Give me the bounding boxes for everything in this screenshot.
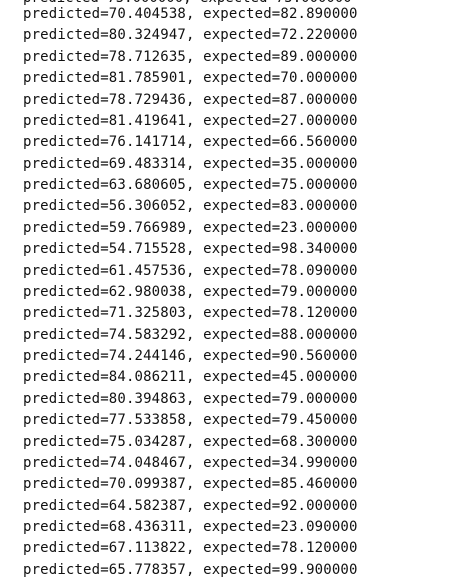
output-line: predicted=71.325803, expected=78.120000 <box>23 305 358 322</box>
output-line: predicted=61.457536, expected=78.090000 <box>23 262 358 279</box>
output-line: predicted=64.582387, expected=92.000000 <box>23 497 358 514</box>
output-line: predicted=56.306052, expected=83.000000 <box>23 198 358 215</box>
output-line: predicted=74.583292, expected=88.000000 <box>23 326 358 343</box>
output-line: predicted=62.980038, expected=79.000000 <box>23 283 358 300</box>
output-line: predicted=68.436311, expected=23.090000 <box>23 519 358 535</box>
output-line: predicted=70.099387, expected=85.460000 <box>23 476 358 493</box>
output-line: predicted=78.712635, expected=89.000000 <box>23 48 358 65</box>
output-line: predicted=59.766989, expected=23.000000 <box>23 219 358 236</box>
output-line: predicted=78.729436, expected=87.000000 <box>23 91 358 108</box>
output-line: predicted=74.048467, expected=34.990000 <box>23 454 358 471</box>
cut-off-output-line: predicted=75.000000, expected=75.000000 <box>23 0 352 8</box>
output-line: predicted=75.034287, expected=68.300000 <box>23 433 358 450</box>
output-line: predicted=80.394863, expected=79.000000 <box>23 390 358 407</box>
output-line: predicted=81.419641, expected=27.000000 <box>23 112 358 129</box>
output-line: predicted=67.113822, expected=78.120000 <box>23 540 358 557</box>
output-line: predicted=74.244146, expected=90.560000 <box>23 348 358 364</box>
output-lines: predicted=70.404538, expected=82.890000 … <box>23 4 358 578</box>
output-line: predicted=80.324947, expected=72.220000 <box>23 27 358 44</box>
output-line: predicted=70.404538, expected=82.890000 <box>23 6 358 22</box>
output-line: predicted=65.778357, expected=99.900000 <box>23 561 358 578</box>
output-line: predicted=63.680605, expected=75.000000 <box>23 177 358 193</box>
output-line: predicted=81.785901, expected=70.000000 <box>23 70 358 87</box>
output-line: predicted=54.715528, expected=98.340000 <box>23 241 358 258</box>
output-line: predicted=77.533858, expected=79.450000 <box>23 412 358 429</box>
output-line: predicted=84.086211, expected=45.000000 <box>23 369 358 386</box>
output-line: predicted=76.141714, expected=66.560000 <box>23 134 358 151</box>
output-line: predicted=69.483314, expected=35.000000 <box>23 155 358 172</box>
